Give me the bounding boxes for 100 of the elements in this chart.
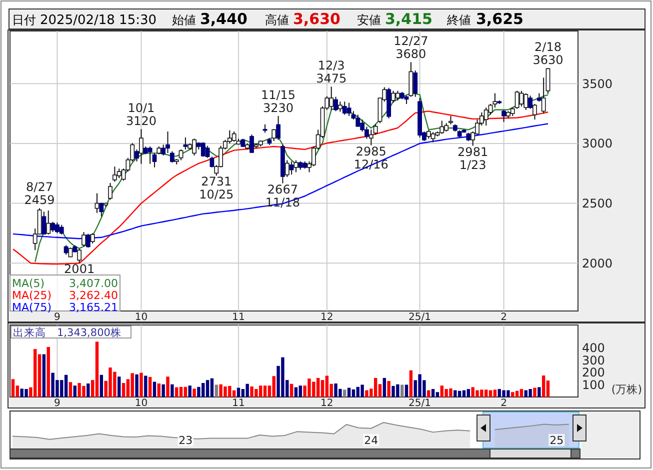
bar [427,390,430,397]
candlestick [42,211,46,235]
y-tick-label: 3000 [582,136,613,151]
x-tick-label: 10 [134,312,148,323]
bar [214,384,218,397]
text: MA(75) [12,300,52,314]
bar [232,390,236,397]
candlestick [342,101,347,116]
annotation: 2981 1/23 [458,144,488,172]
bar [197,386,200,397]
annotation: 12/27 3680 [394,34,428,62]
candlestick [108,182,112,200]
bar [140,372,143,397]
candlestick [368,129,374,146]
candlestick [289,160,294,176]
text: MA(25) [12,288,52,302]
candlestick [272,128,276,142]
text: 3,415 [385,10,432,28]
bar [73,386,76,397]
candlestick [116,168,122,179]
candlestick [541,77,546,114]
candlestick [373,124,378,136]
annotation: 3,165.21 [69,300,118,314]
candlestick [524,92,528,110]
candlestick [338,101,342,112]
x-tick-label: 24 [364,434,378,447]
candlestick [294,160,298,173]
bar [118,376,121,397]
y-tick-label: 3500 [582,76,613,91]
y-axis-title: (万株) [611,383,642,396]
candlestick [440,120,444,134]
candlestick [82,232,86,247]
x-tick-label: 25/1 [408,312,432,323]
bar [462,390,466,397]
candlestick [346,102,352,116]
bar [11,379,15,397]
text: 終値 [446,13,471,27]
y-tick-label: 400 [582,341,605,356]
x-tick-label: 25/1 [408,398,432,409]
x-tick-label: 11 [232,398,245,409]
candlestick [90,232,95,244]
bar [400,384,404,397]
candlestick [356,114,360,128]
annotation: 3,407.00 [69,276,118,290]
annotation: 2001 [64,262,95,276]
bar [511,392,514,397]
bar [86,383,90,397]
bar [316,378,320,397]
y-tick-label: 300 [582,353,605,368]
bar [179,386,183,397]
bar [431,389,435,397]
bar [343,390,346,397]
text: 3,625 [476,10,524,28]
x-tick-label: 2 [500,312,507,323]
bar [382,378,386,397]
bar [95,342,99,397]
bar [454,390,457,397]
x-tick-label: 9 [54,312,60,323]
candlestick [484,107,488,126]
candlestick [139,128,144,164]
bar [100,374,104,397]
bar [360,384,364,397]
x-tick-label: 23 [178,434,193,447]
candlestick [205,145,210,158]
bar [404,384,408,397]
bar [68,382,72,397]
bar [122,382,126,397]
candlestick [183,136,188,150]
bar [515,390,519,397]
x-tick-label: 9 [54,398,60,409]
annotation: 3,262.40 [69,288,118,302]
bar [325,376,329,397]
text: 3,630 [293,10,340,28]
annotation: 2/18 3630 [532,40,564,68]
bar [246,384,249,397]
bar [290,384,294,397]
bar [135,374,138,397]
candlestick [148,146,152,164]
annotation: 12/3 3475 [316,58,347,86]
bar [46,346,50,397]
bar [294,387,298,397]
bar [409,370,413,397]
bar [538,387,541,397]
text: 高値 [265,13,289,27]
bar [263,386,267,397]
bar [206,380,210,397]
bar [347,388,351,397]
bar [436,392,440,397]
text: 日付 [12,13,36,27]
bar [458,390,462,397]
text: 始値 [172,13,196,27]
x-tick-label: 2 [500,398,507,409]
candlestick [395,90,400,101]
bar [520,389,524,397]
bar [188,386,192,397]
y-tick-label: 2500 [582,196,613,211]
bar [352,389,356,397]
candlestick [430,132,436,143]
bar [210,378,214,397]
bar [365,390,368,397]
